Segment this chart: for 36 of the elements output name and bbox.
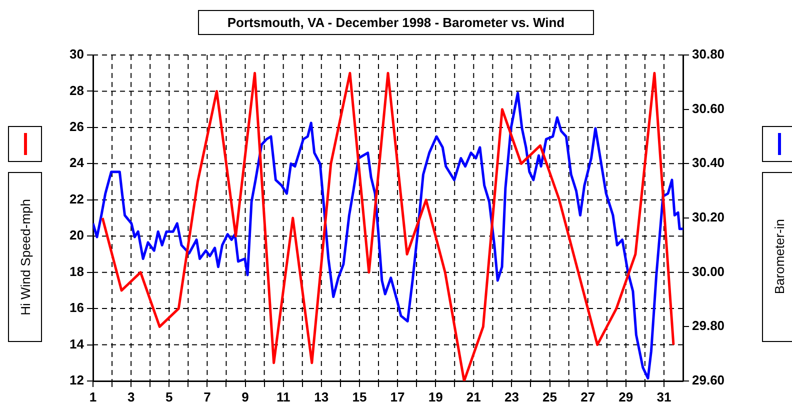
x-tick-label: 7 (204, 389, 211, 404)
y-tick-label: 28 (70, 82, 84, 98)
y2-tick-label: 29.80 (692, 318, 725, 334)
x-tick-label: 27 (580, 389, 596, 404)
y2-tick-label: 30.40 (692, 155, 725, 170)
x-tick-label: 11 (276, 389, 290, 404)
x-tick-label: 31 (656, 389, 672, 404)
x-tick-label: 15 (352, 389, 367, 404)
x-tick-label: 29 (618, 389, 634, 404)
x-tick-label: 13 (314, 389, 329, 404)
y-tick-label: 18 (70, 264, 84, 279)
y-tick-label: 14 (70, 336, 85, 352)
y-tick-label: 30 (70, 46, 84, 62)
y2-tick-label: 30.00 (692, 264, 725, 279)
y-tick-label: 20 (70, 228, 84, 243)
y-tick-label: 24 (70, 155, 85, 170)
x-tick-label: 23 (504, 389, 519, 404)
x-tick-label: 1 (89, 389, 97, 404)
y-axis-title: Hi Wind Speed-mph (18, 198, 32, 316)
y2-tick-label: 30.20 (692, 210, 725, 225)
y-tick-label: 26 (70, 119, 84, 134)
x-tick-label: 3 (127, 389, 135, 404)
x-tick-label: 25 (542, 389, 558, 404)
y-tick-label: 12 (70, 372, 84, 388)
x-tick-label: 19 (428, 389, 443, 404)
x-tick-label: 17 (390, 389, 405, 404)
y2-axis-title: Barometer-in (772, 219, 786, 295)
y2-tick-label: 30.60 (692, 100, 725, 116)
y2-tick-label: 29.60 (692, 372, 725, 388)
y2-tick-label: 30.80 (692, 46, 725, 62)
x-tick-label: 5 (166, 389, 173, 404)
y-tick-label: 22 (70, 191, 84, 206)
y-tick-label: 16 (70, 300, 84, 316)
chart-title: Portsmouth, VA - December 1998 - Barometer vs. Wind (198, 10, 594, 35)
x-tick-label: 21 (466, 389, 481, 404)
x-tick-label: 9 (242, 389, 249, 404)
